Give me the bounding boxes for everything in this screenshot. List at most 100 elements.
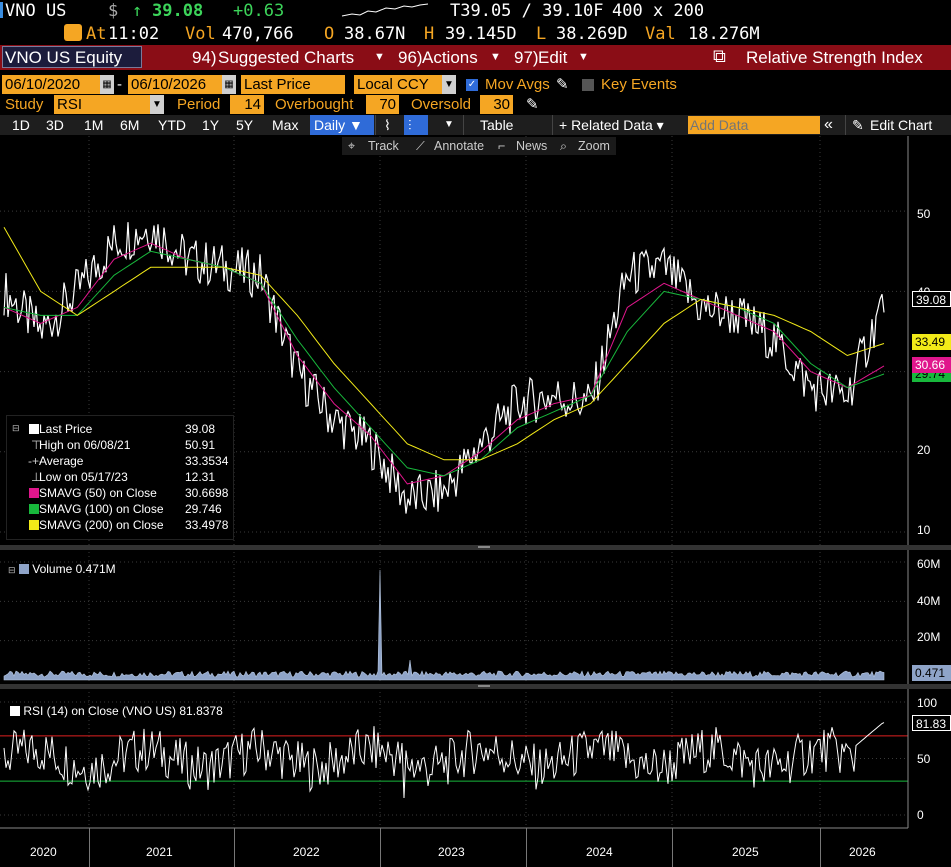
- overbought-input[interactable]: 70: [366, 95, 399, 114]
- edit-chart-button[interactable]: Edit Chart: [870, 117, 933, 133]
- legend-swatch: [29, 424, 39, 434]
- period-1y[interactable]: 1Y: [202, 117, 220, 133]
- price-change: +0.63: [233, 1, 285, 21]
- suggested-charts-menu[interactable]: Suggested Charts: [218, 48, 355, 67]
- key-events-label[interactable]: Key Events: [601, 76, 677, 93]
- volume-area: [3, 569, 885, 681]
- function-header: VNO US Equity 94) Suggested Charts ▼ 96)…: [0, 45, 951, 70]
- period-max[interactable]: Max: [272, 117, 299, 133]
- up-arrow-icon: ↑: [132, 1, 143, 21]
- currency-select[interactable]: Local CCY: [354, 75, 454, 94]
- volume-legend: ⊟ Volume 0.471M: [8, 562, 116, 576]
- field-select[interactable]: Last Price: [241, 75, 345, 94]
- news-button[interactable]: News: [516, 139, 548, 153]
- period-3d[interactable]: 3D: [46, 117, 64, 133]
- legend-value: 33.3534: [185, 454, 229, 468]
- volume-axis-label: 40M: [917, 594, 941, 608]
- calendar-icon[interactable]: ▦: [100, 75, 114, 94]
- chart-subtools: ⌖ Track ⟋ Annotate ⌐ News ⌕ Zoom: [342, 137, 616, 155]
- mov-avgs-checkbox[interactable]: ✓: [466, 79, 478, 91]
- frequency-select[interactable]: Daily ▼: [310, 115, 374, 135]
- price-series-line: [3, 226, 885, 461]
- ticker-accent: [0, 2, 3, 18]
- year-tick: [380, 828, 381, 867]
- related-data-button[interactable]: + Related Data ▾: [559, 117, 664, 133]
- legend-label: Average: [39, 454, 84, 468]
- vol-label: Vol: [185, 24, 216, 44]
- menu-number: 96): [398, 48, 423, 67]
- key-events-checkbox[interactable]: [582, 79, 594, 91]
- pencil-icon[interactable]: ✎: [556, 76, 569, 93]
- chevron-down-icon[interactable]: ▼: [442, 75, 456, 94]
- legend-value: 12.31: [185, 470, 216, 484]
- period-ytd[interactable]: YTD: [158, 117, 186, 133]
- study-label: Study: [5, 96, 44, 113]
- chevron-down-icon[interactable]: ▼: [444, 119, 454, 130]
- low-marker-icon: ⊥: [31, 470, 42, 484]
- study-row: Study RSI ▼ Period 14 Overbought 70 Over…: [0, 95, 951, 115]
- period-5y[interactable]: 5Y: [236, 117, 254, 133]
- collapse-icon[interactable]: ⊟: [12, 423, 20, 433]
- period-input[interactable]: 14: [230, 95, 264, 114]
- resize-handle[interactable]: [478, 546, 490, 548]
- study-select[interactable]: RSI: [54, 95, 164, 114]
- price-legend: ⊟ Last Price 39.08 ⊤ High on 06/08/21 50…: [6, 415, 234, 540]
- period-1m[interactable]: 1M: [84, 117, 104, 133]
- legend-row: SMAVG (100) on Close 29.746: [7, 502, 235, 517]
- collapse-icon[interactable]: ⊟: [8, 565, 16, 575]
- chevron-down-icon: ▼: [490, 51, 501, 63]
- high-marker-icon: ⊤: [31, 438, 42, 452]
- legend-label: SMAVG (50) on Close: [39, 486, 157, 500]
- zoom-button[interactable]: Zoom: [578, 139, 610, 153]
- news-icon[interactable]: ⌐: [498, 139, 506, 153]
- volume-axis-label: 20M: [917, 630, 941, 644]
- table-button[interactable]: Table: [480, 117, 514, 133]
- rsi-axis-label: 100: [917, 696, 938, 710]
- actions-menu[interactable]: Actions: [422, 48, 478, 67]
- line-chart-icon[interactable]: ⌇: [384, 117, 391, 133]
- pane-divider[interactable]: [0, 684, 951, 689]
- val-value: 18.276M: [688, 24, 760, 44]
- overbought-label: Overbought: [275, 96, 354, 113]
- start-date-input[interactable]: 06/10/2020: [2, 75, 114, 94]
- price-axis-label: 50: [917, 207, 931, 221]
- legend-label: SMAVG (100) on Close: [39, 502, 164, 516]
- chart-toolbar: 1D 3D 1M 6M YTD 1Y 5Y Max Daily ▼ ⌇ ⫶ ▼ …: [0, 115, 951, 135]
- legend-swatch: [29, 488, 39, 498]
- pane-divider[interactable]: [0, 545, 951, 550]
- security-box[interactable]: [2, 46, 142, 68]
- ticker[interactable]: VNO US: [5, 1, 67, 21]
- bar-chart-icon[interactable]: ⫶: [404, 115, 428, 135]
- mov-avgs-label[interactable]: Mov Avgs: [485, 76, 550, 93]
- legend-label: Low on 05/17/23: [39, 470, 128, 484]
- collapse-button[interactable]: «: [824, 116, 833, 133]
- popout-icon[interactable]: ⧉: [713, 46, 726, 66]
- add-data-input[interactable]: [688, 116, 820, 134]
- track-icon[interactable]: ⌖: [348, 139, 356, 153]
- volume-tag: 0.471: [912, 665, 951, 681]
- at-label: At: [86, 24, 107, 44]
- oversold-input[interactable]: 30: [480, 95, 513, 114]
- menu-number: 97): [514, 48, 539, 67]
- rsi-axis-label: 0: [917, 808, 924, 822]
- pencil-icon[interactable]: ✎: [526, 96, 539, 113]
- annotate-icon[interactable]: ⟋: [416, 139, 425, 153]
- low-value: 38.269D: [556, 24, 628, 44]
- pencil-icon[interactable]: ✎: [852, 117, 864, 133]
- legend-row: ⊤ High on 06/08/21 50.91: [7, 438, 235, 453]
- resize-handle[interactable]: [478, 685, 490, 687]
- zoom-icon[interactable]: ⌕: [560, 139, 568, 153]
- x-axis-label: 2024: [586, 845, 613, 859]
- end-date-input[interactable]: 06/10/2026: [128, 75, 234, 94]
- security-name[interactable]: VNO US Equity: [5, 48, 123, 67]
- edit-menu[interactable]: Edit: [538, 48, 568, 67]
- period-6m[interactable]: 6M: [120, 117, 140, 133]
- chevron-down-icon[interactable]: ▼: [150, 95, 164, 114]
- track-button[interactable]: Track: [368, 139, 399, 153]
- period-1d[interactable]: 1D: [12, 117, 30, 133]
- annotate-button[interactable]: Annotate: [434, 139, 485, 153]
- calendar-icon[interactable]: ▦: [222, 75, 236, 94]
- x-axis-label: 2020: [30, 845, 57, 859]
- open-value: 38.67N: [344, 24, 406, 44]
